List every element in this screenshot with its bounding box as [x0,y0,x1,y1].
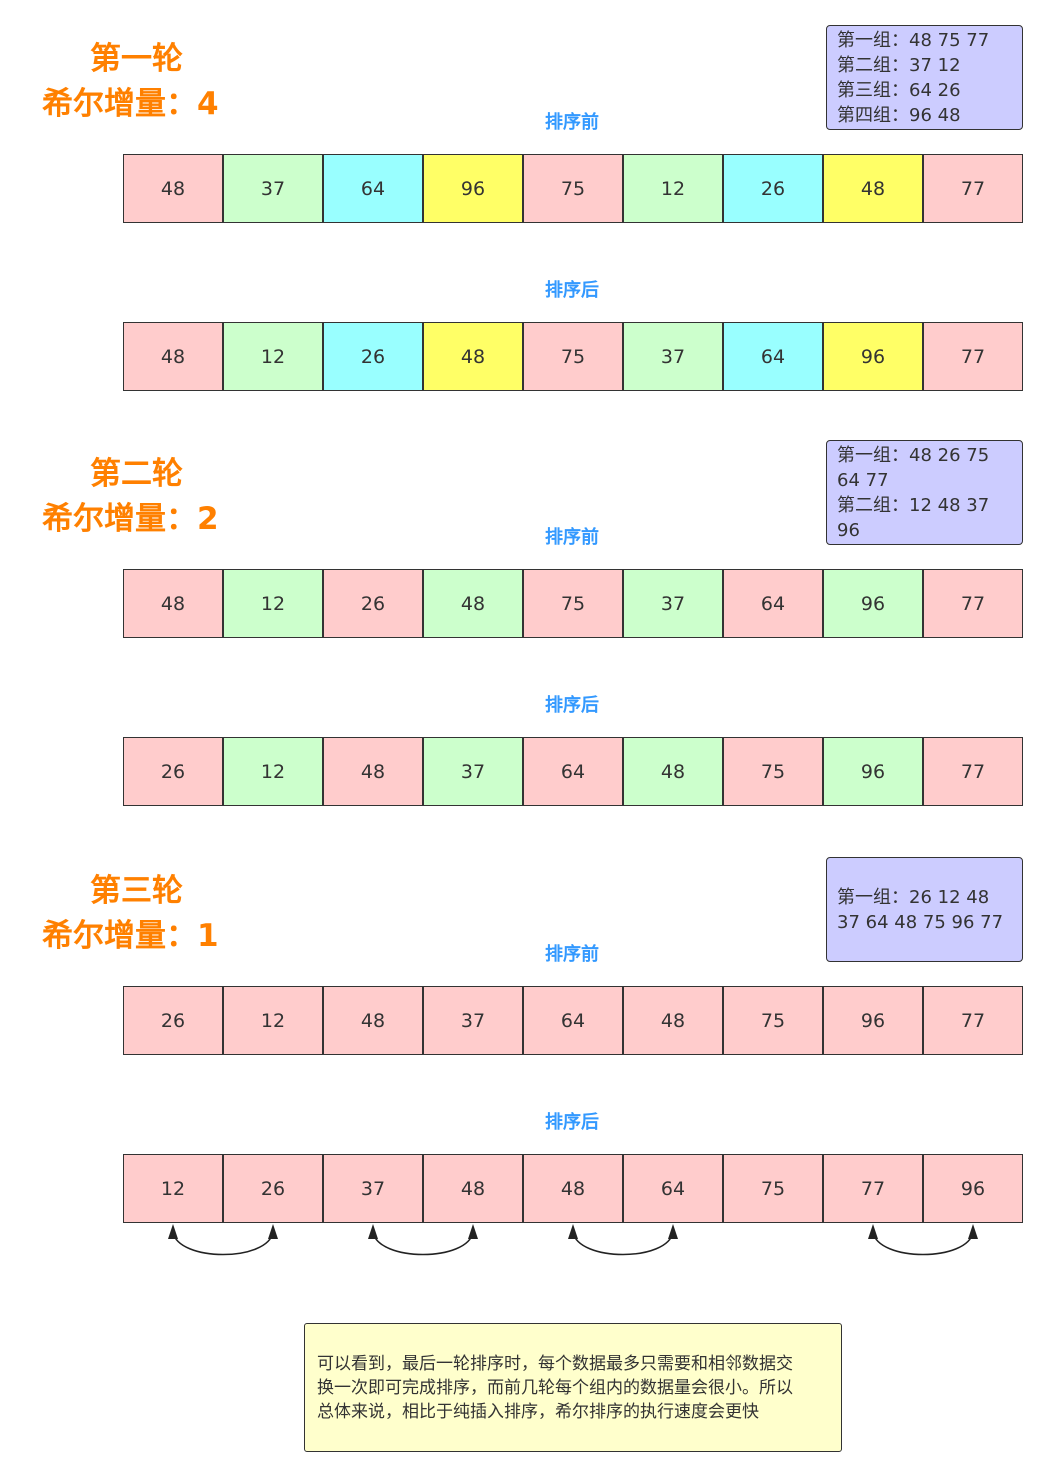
cell: 48 [623,737,723,806]
cell: 48 [523,1154,623,1223]
arrow-head [668,1224,678,1239]
arrow-head [468,1224,478,1239]
cell: 77 [923,737,1023,806]
cell: 48 [323,986,423,1055]
cell: 75 [723,1154,823,1223]
group-line: 第一组：48 26 75 64 77 [837,444,990,491]
cell: 75 [523,154,623,223]
group-line: 第一组：48 75 77 [837,29,990,51]
cell: 12 [223,986,323,1055]
cell: 64 [723,569,823,638]
swap-arrow [572,1231,674,1256]
after-label: 排序后 [545,695,599,716]
group-line: 第四组：96 48 [837,104,961,126]
cell: 96 [823,322,923,391]
cell: 64 [623,1154,723,1223]
cell: 37 [323,1154,423,1223]
cell: 48 [123,154,223,223]
before-label: 排序前 [545,112,599,133]
cell: 48 [123,322,223,391]
increment: 希尔增量：2 [42,501,219,537]
note: 可以看到，最后一轮排序时，每个数据最多只需要和相邻数据交 换一次即可完成排序，而前… [304,1323,842,1452]
cell: 48 [423,569,523,638]
group-box: 第一组：48 26 75 64 77 第二组：12 48 37 96 [826,440,1023,545]
cell: 26 [323,569,423,638]
group-line: 第二组：37 12 [837,54,961,76]
cell: 48 [123,569,223,638]
cell: 12 [223,322,323,391]
cell: 96 [423,154,523,223]
cell: 77 [923,986,1023,1055]
swap-arrow [872,1231,974,1256]
round-title: 第二轮 [90,456,183,492]
cell: 75 [723,986,823,1055]
cell: 48 [323,737,423,806]
cell: 96 [823,986,923,1055]
group-box: 第一组：48 75 77 第二组：37 12 第三组：64 26 第四组：96 48 [826,25,1023,130]
group-line: 第二组：12 48 37 96 [837,494,990,541]
group-line: 第一组：26 12 48 37 64 48 75 96 77 [837,886,1004,933]
arrow-head [968,1224,978,1239]
increment: 希尔增量：4 [42,86,219,122]
cell: 26 [723,154,823,223]
cell: 26 [323,322,423,391]
cell: 37 [423,986,523,1055]
round-title: 第一轮 [90,41,183,77]
cell: 77 [823,1154,923,1223]
after-label: 排序后 [545,280,599,301]
cell: 77 [923,569,1023,638]
cell: 26 [123,986,223,1055]
cell: 64 [523,986,623,1055]
cell: 77 [923,322,1023,391]
arrow-head [268,1224,278,1239]
round-title: 第三轮 [90,873,183,909]
cell: 12 [123,1154,223,1223]
group-line: 第三组：64 26 [837,79,961,101]
cell: 64 [523,737,623,806]
cell: 26 [223,1154,323,1223]
cell: 37 [223,154,323,223]
cell: 48 [823,154,923,223]
cell: 96 [923,1154,1023,1223]
group-box: 第一组：26 12 48 37 64 48 75 96 77 [826,857,1023,962]
cell: 12 [623,154,723,223]
cell: 37 [623,322,723,391]
arrow-head [568,1224,578,1239]
cell: 96 [823,569,923,638]
swap-arrow [172,1231,274,1256]
swap-arrow [372,1231,474,1256]
note-line: 可以看到，最后一轮排序时，每个数据最多只需要和相邻数据交 [317,1353,793,1374]
cell: 77 [923,154,1023,223]
cell: 48 [423,1154,523,1223]
increment: 希尔增量：1 [42,918,219,954]
cell: 48 [423,322,523,391]
cell: 12 [223,737,323,806]
cell: 37 [623,569,723,638]
cell: 26 [123,737,223,806]
cell: 48 [623,986,723,1055]
note-line: 换一次即可完成排序，而前几轮每个组内的数据量会很小。所以 [317,1377,793,1398]
arrow-head [368,1224,378,1239]
before-label: 排序前 [545,944,599,965]
cell: 64 [323,154,423,223]
before-label: 排序前 [545,527,599,548]
cell: 75 [723,737,823,806]
note-line: 总体来说，相比于纯插入排序，希尔排序的执行速度会更快 [317,1401,759,1422]
after-label: 排序后 [545,1112,599,1133]
arrow-head [868,1224,878,1239]
cell: 12 [223,569,323,638]
cell: 37 [423,737,523,806]
cell: 75 [523,569,623,638]
cell: 75 [523,322,623,391]
cell: 96 [823,737,923,806]
cell: 64 [723,322,823,391]
arrow-head [168,1224,178,1239]
